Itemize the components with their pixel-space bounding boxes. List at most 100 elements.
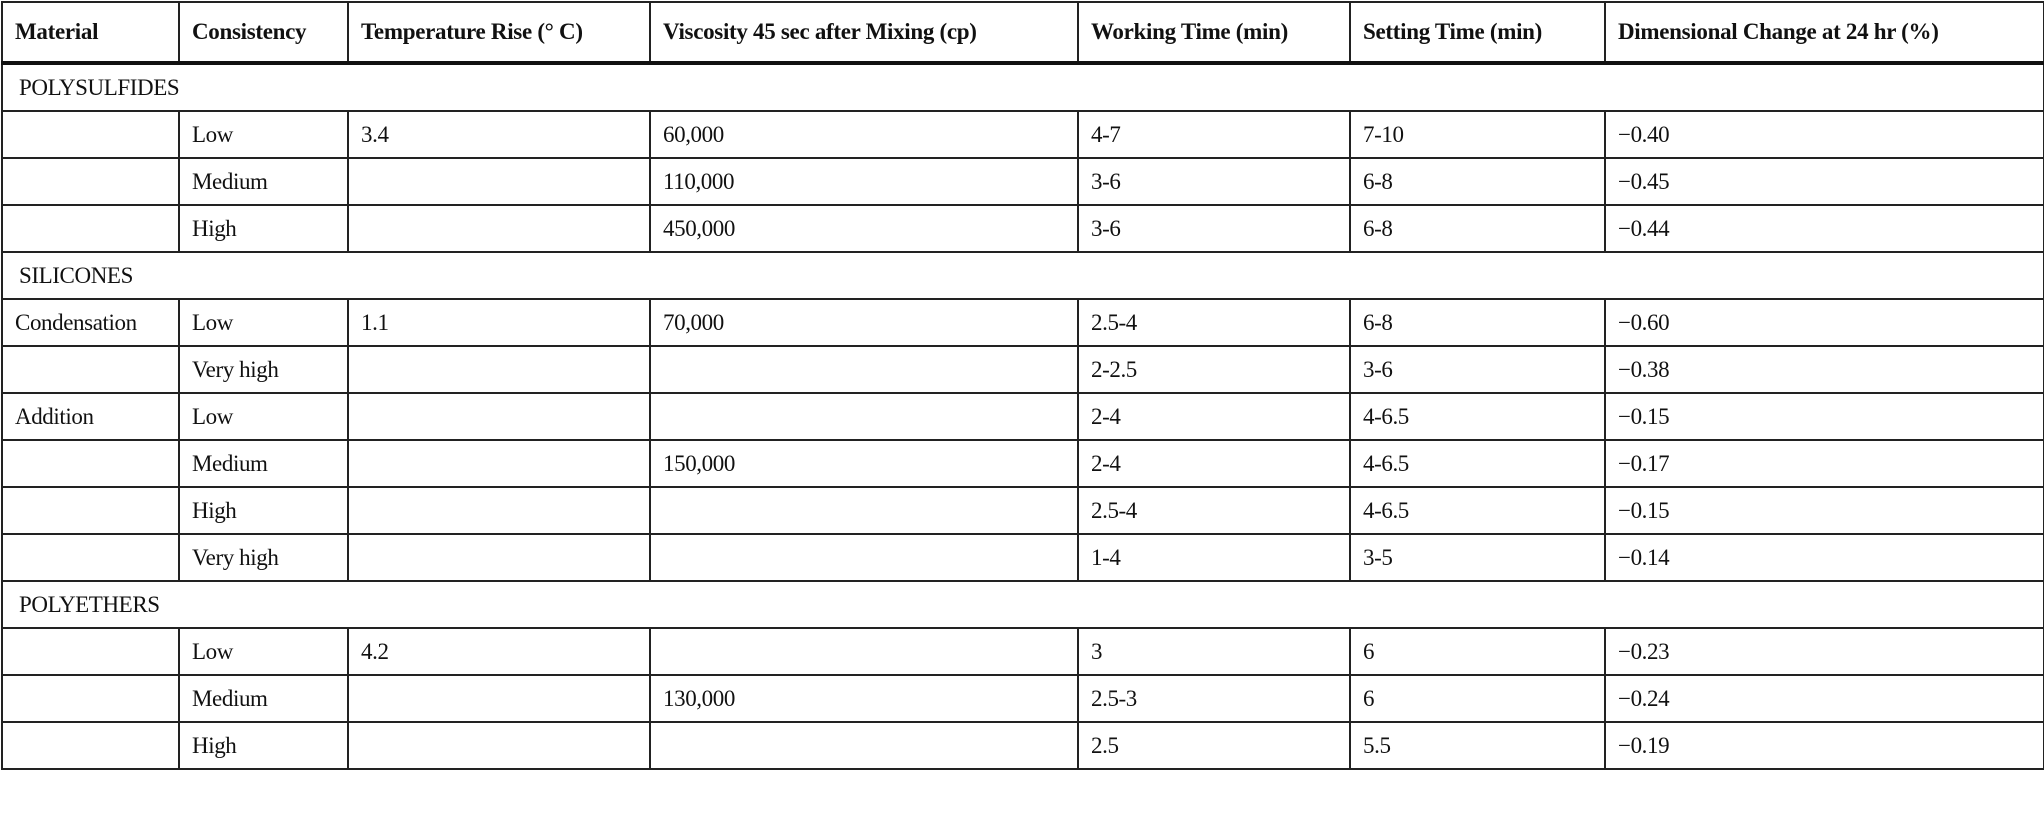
table-cell: −0.14 (1604, 533, 2044, 582)
table-cell (1, 204, 180, 253)
table-row: Very high 1-4 3-5 −0.14 (1, 533, 2044, 582)
table-row: High 2.5-4 4-6.5 −0.15 (1, 486, 2044, 535)
table-cell: −0.19 (1604, 721, 2044, 770)
table-cell: High (178, 204, 349, 253)
table-cell: −0.60 (1604, 298, 2044, 347)
table-cell: 3.4 (347, 110, 651, 159)
table-cell: 2.5-4 (1077, 298, 1351, 347)
table-cell: 4.2 (347, 627, 651, 676)
table-cell: Condensation (1, 298, 180, 347)
table-cell: 3-5 (1349, 533, 1606, 582)
table-cell: 2.5 (1077, 721, 1351, 770)
table-cell: −0.15 (1604, 392, 2044, 441)
table-row: Very high 2-2.5 3-6 −0.38 (1, 345, 2044, 394)
table-cell: 2.5-4 (1077, 486, 1351, 535)
table-cell (649, 392, 1079, 441)
table-row: Addition Low 2-4 4-6.5 −0.15 (1, 392, 2044, 441)
column-header: Setting Time (min) (1349, 1, 1606, 65)
table-cell: 1-4 (1077, 533, 1351, 582)
table-cell (649, 345, 1079, 394)
table-cell: −0.23 (1604, 627, 2044, 676)
table-cell: 4-7 (1077, 110, 1351, 159)
table-cell: High (178, 721, 349, 770)
table-cell (347, 674, 651, 723)
table-cell: 3-6 (1077, 204, 1351, 253)
table-cell: Medium (178, 157, 349, 206)
column-header: Temperature Rise (° C) (347, 1, 651, 65)
table-cell: 6-8 (1349, 204, 1606, 253)
table-cell: 2.5-3 (1077, 674, 1351, 723)
table-cell: Low (178, 627, 349, 676)
table-cell (347, 157, 651, 206)
section-row: SILICONES (1, 251, 2044, 300)
table-cell: 60,000 (649, 110, 1079, 159)
table-cell: 2-4 (1077, 392, 1351, 441)
table-cell: −0.40 (1604, 110, 2044, 159)
table-cell (649, 721, 1079, 770)
table-cell (649, 533, 1079, 582)
section-label: SILICONES (1, 251, 2044, 300)
table-cell (1, 533, 180, 582)
table-cell (347, 486, 651, 535)
table-cell: 6-8 (1349, 298, 1606, 347)
section-row: POLYETHERS (1, 580, 2044, 629)
table-cell: Very high (178, 345, 349, 394)
table-cell: 130,000 (649, 674, 1079, 723)
table-row: Medium 110,000 3-6 6-8 −0.45 (1, 157, 2044, 206)
table-cell: 4-6.5 (1349, 392, 1606, 441)
table-cell: Low (178, 298, 349, 347)
table-cell (1, 110, 180, 159)
table-cell (1, 157, 180, 206)
table-cell (347, 721, 651, 770)
table-row: High 2.5 5.5 −0.19 (1, 721, 2044, 770)
section-row: POLYSULFIDES (1, 62, 2044, 112)
table-cell: High (178, 486, 349, 535)
section-label: POLYSULFIDES (1, 62, 2044, 112)
table-cell: 3 (1077, 627, 1351, 676)
table-cell (347, 533, 651, 582)
table-cell (347, 345, 651, 394)
table-cell (1, 721, 180, 770)
table-cell: 4-6.5 (1349, 439, 1606, 488)
table-cell (1, 486, 180, 535)
table-cell: 70,000 (649, 298, 1079, 347)
table-cell: 2-4 (1077, 439, 1351, 488)
table-cell: 5.5 (1349, 721, 1606, 770)
column-header: Viscosity 45 sec after Mixing (cp) (649, 1, 1079, 65)
table-row: Low 4.2 3 6 −0.23 (1, 627, 2044, 676)
table-cell: 2-2.5 (1077, 345, 1351, 394)
table-cell: Low (178, 110, 349, 159)
table-cell: −0.45 (1604, 157, 2044, 206)
table-cell (1, 439, 180, 488)
table-cell (347, 204, 651, 253)
table-cell: −0.24 (1604, 674, 2044, 723)
table-cell (1, 674, 180, 723)
table-cell: Addition (1, 392, 180, 441)
table-cell: Medium (178, 439, 349, 488)
table-cell: 3-6 (1077, 157, 1351, 206)
table-cell: Medium (178, 674, 349, 723)
table-cell: 6 (1349, 627, 1606, 676)
table-cell (649, 486, 1079, 535)
table-row: Condensation Low 1.1 70,000 2.5-4 6-8 −0.60 (1, 298, 2044, 347)
column-header: Material (1, 1, 180, 65)
table-cell: Low (178, 392, 349, 441)
table-cell (1, 627, 180, 676)
column-header: Dimensional Change at 24 hr (%) (1604, 1, 2044, 65)
table-cell: 110,000 (649, 157, 1079, 206)
table-cell: 4-6.5 (1349, 486, 1606, 535)
header-row: Material Consistency Temperature Rise (° C… (1, 1, 2044, 65)
table-cell: −0.44 (1604, 204, 2044, 253)
table-row: Medium 150,000 2-4 4-6.5 −0.17 (1, 439, 2044, 488)
table-cell (347, 392, 651, 441)
table-cell: 6-8 (1349, 157, 1606, 206)
table-cell: Very high (178, 533, 349, 582)
impression-materials-table: Material Consistency Temperature Rise (° C… (1, 1, 2044, 770)
table-row: Medium 130,000 2.5-3 6 −0.24 (1, 674, 2044, 723)
table-row: High 450,000 3-6 6-8 −0.44 (1, 204, 2044, 253)
table-cell: 3-6 (1349, 345, 1606, 394)
table-cell: −0.38 (1604, 345, 2044, 394)
table-row: Low 3.4 60,000 4-7 7-10 −0.40 (1, 110, 2044, 159)
section-label: POLYETHERS (1, 580, 2044, 629)
table-cell: −0.15 (1604, 486, 2044, 535)
